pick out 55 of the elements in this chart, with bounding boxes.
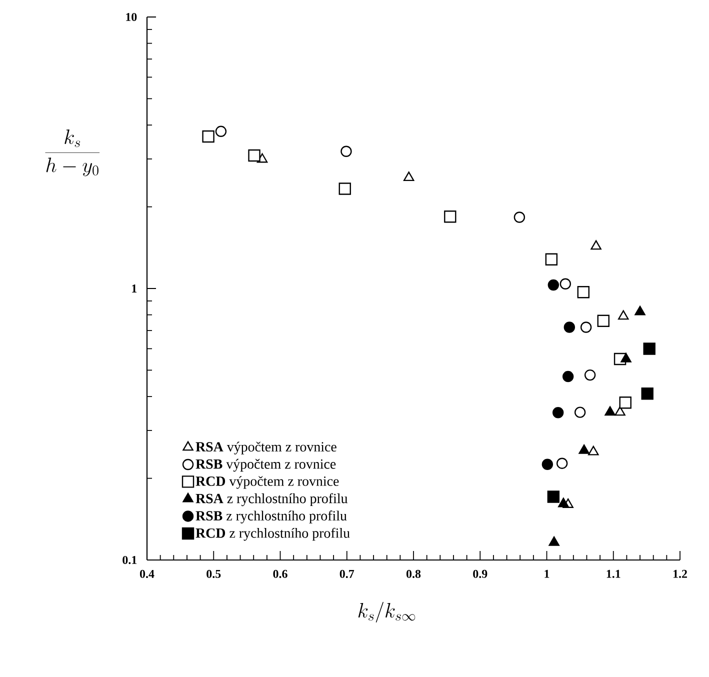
x-tick-label: 0.9 <box>473 570 488 578</box>
legend-label: RCD výpočtem z rovnice <box>196 476 339 489</box>
point <box>444 210 456 223</box>
x-tick-label: 0.4 <box>140 570 154 578</box>
y-tick-label: 10 <box>126 12 137 22</box>
legend-label: RSB z rychlostního profilu <box>196 510 347 524</box>
legend-label: RSB výpočtem z rovnice <box>196 458 336 472</box>
point <box>590 240 602 250</box>
point <box>620 352 632 362</box>
y-axis-title: $\frac{k_s}{h-y_0}$ <box>45 130 100 176</box>
point <box>588 446 599 456</box>
point <box>578 444 590 454</box>
x-tick-label: 0.8 <box>406 570 421 578</box>
point <box>584 369 596 381</box>
legend-label: RSA výpočtem z rovnice <box>196 442 336 454</box>
point <box>618 310 629 320</box>
x-tick-label: 0.6 <box>273 570 288 578</box>
point <box>560 278 572 290</box>
point <box>558 498 569 508</box>
point <box>580 322 592 333</box>
point <box>597 314 610 327</box>
point <box>548 536 560 546</box>
point <box>634 306 646 316</box>
point <box>604 406 616 416</box>
legend-label: RSA z rychlostního profilu <box>196 493 348 506</box>
point <box>614 406 626 416</box>
point <box>574 406 586 418</box>
y-tick-label: 1 <box>132 284 137 292</box>
point <box>545 253 558 266</box>
point <box>403 172 414 182</box>
point <box>248 149 260 162</box>
point <box>338 182 351 195</box>
point <box>564 322 576 333</box>
point <box>215 126 227 138</box>
point <box>562 370 574 382</box>
x-tick-label: 1.2 <box>673 570 687 578</box>
y-tick-label: 0.1 <box>122 556 137 564</box>
x-tick-label: 1.1 <box>606 570 620 578</box>
point <box>577 286 590 298</box>
point <box>619 396 632 409</box>
point <box>641 388 654 400</box>
point <box>643 342 656 355</box>
point <box>340 146 352 157</box>
point <box>547 490 560 503</box>
legend-label: RCD z rychlostního profilu <box>196 528 350 541</box>
x-tick-label: 0.7 <box>340 570 354 578</box>
point <box>514 212 526 223</box>
point <box>556 458 568 469</box>
point <box>552 407 564 418</box>
point <box>202 130 214 143</box>
point <box>542 458 554 470</box>
x-tick-label: 1 <box>544 570 550 578</box>
x-tick-label: 0.5 <box>206 570 221 578</box>
point <box>548 279 560 291</box>
x-axis-title: $k_s \big/ k_{s\infty}$ <box>358 602 416 623</box>
